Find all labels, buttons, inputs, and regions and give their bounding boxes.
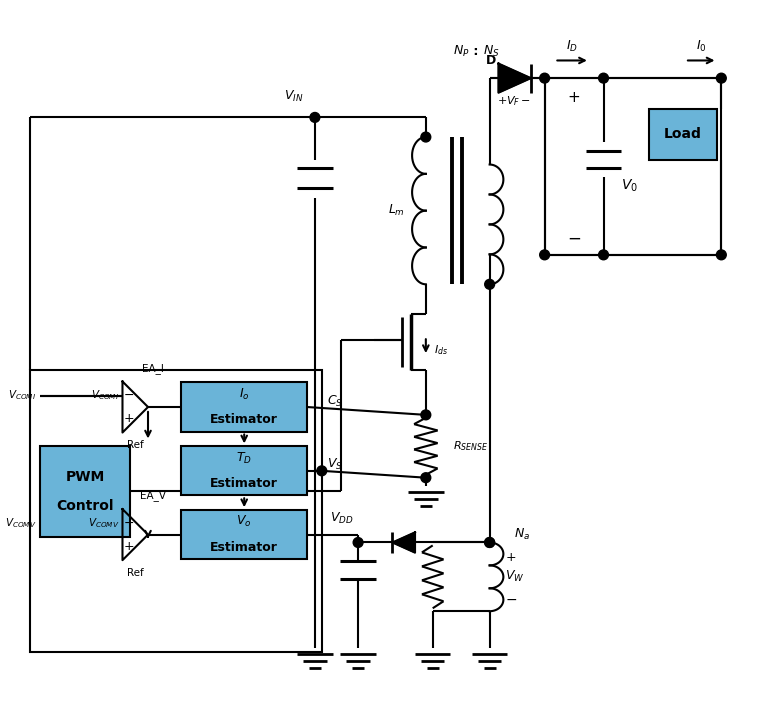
Text: $I_{ds}$: $I_{ds}$ bbox=[435, 343, 448, 357]
Circle shape bbox=[599, 250, 609, 260]
Circle shape bbox=[485, 280, 495, 289]
Text: Estimator: Estimator bbox=[210, 413, 279, 426]
Circle shape bbox=[317, 466, 326, 476]
Text: $V_{COMI}$: $V_{COMI}$ bbox=[91, 389, 119, 402]
Text: $N_S$: $N_S$ bbox=[483, 44, 500, 59]
Bar bbox=[545, 78, 721, 255]
Circle shape bbox=[310, 113, 320, 122]
Polygon shape bbox=[498, 64, 531, 93]
Text: $+V_F-$: $+V_F-$ bbox=[497, 94, 531, 108]
Bar bbox=[648, 108, 718, 159]
Circle shape bbox=[421, 410, 431, 420]
Text: $V_{COMV}$: $V_{COMV}$ bbox=[88, 516, 119, 530]
Circle shape bbox=[421, 473, 431, 483]
Bar bbox=[181, 510, 307, 559]
Text: Estimator: Estimator bbox=[210, 477, 279, 490]
Circle shape bbox=[353, 537, 363, 547]
Text: Load: Load bbox=[664, 127, 702, 141]
Text: $T_D$: $T_D$ bbox=[236, 450, 252, 466]
Text: +: + bbox=[568, 91, 581, 105]
Text: $V_{COMV}$: $V_{COMV}$ bbox=[5, 516, 36, 530]
Text: $V_W$: $V_W$ bbox=[505, 569, 525, 584]
Text: EA_I: EA_I bbox=[142, 362, 164, 374]
Text: PWM: PWM bbox=[65, 469, 105, 484]
Text: $V_{COMI}$: $V_{COMI}$ bbox=[8, 389, 36, 402]
Text: Control: Control bbox=[56, 499, 114, 513]
Text: $V_o$: $V_o$ bbox=[237, 514, 252, 530]
Bar bbox=[40, 446, 130, 537]
Text: −: − bbox=[124, 517, 135, 530]
Text: −: − bbox=[505, 593, 517, 607]
Bar bbox=[181, 382, 307, 432]
Text: +: + bbox=[124, 412, 135, 425]
Text: :: : bbox=[469, 45, 482, 58]
Circle shape bbox=[716, 250, 726, 260]
Text: $I_o$: $I_o$ bbox=[239, 387, 250, 402]
Text: −: − bbox=[567, 229, 581, 247]
Text: $C_S$: $C_S$ bbox=[326, 394, 342, 409]
Text: $I_D$: $I_D$ bbox=[566, 39, 578, 55]
Text: $V_S$: $V_S$ bbox=[326, 457, 342, 472]
Polygon shape bbox=[393, 532, 415, 553]
Circle shape bbox=[716, 73, 726, 83]
Text: Ref: Ref bbox=[127, 440, 144, 450]
Text: $N_P$: $N_P$ bbox=[453, 44, 470, 59]
Text: D: D bbox=[486, 54, 495, 67]
Text: Estimator: Estimator bbox=[210, 541, 279, 554]
Bar bbox=[181, 446, 307, 496]
Text: EA_V: EA_V bbox=[140, 491, 166, 501]
Text: $I_0$: $I_0$ bbox=[696, 39, 707, 55]
Text: Ref: Ref bbox=[127, 568, 144, 578]
Circle shape bbox=[421, 132, 431, 142]
Text: +: + bbox=[505, 551, 516, 564]
Bar bbox=[30, 370, 322, 653]
Circle shape bbox=[485, 537, 495, 547]
Circle shape bbox=[599, 73, 609, 83]
Circle shape bbox=[540, 73, 549, 83]
Text: $V_{IN}$: $V_{IN}$ bbox=[284, 88, 303, 103]
Circle shape bbox=[540, 250, 549, 260]
Text: $R_{SENSE}$: $R_{SENSE}$ bbox=[454, 440, 489, 453]
Text: $N_a$: $N_a$ bbox=[514, 527, 530, 542]
Text: $V_{DD}$: $V_{DD}$ bbox=[330, 510, 353, 526]
Circle shape bbox=[485, 537, 495, 547]
Text: −: − bbox=[124, 389, 135, 402]
Text: $L_m$: $L_m$ bbox=[388, 203, 405, 218]
Text: +: + bbox=[124, 539, 135, 553]
Text: $V_0$: $V_0$ bbox=[620, 178, 638, 194]
